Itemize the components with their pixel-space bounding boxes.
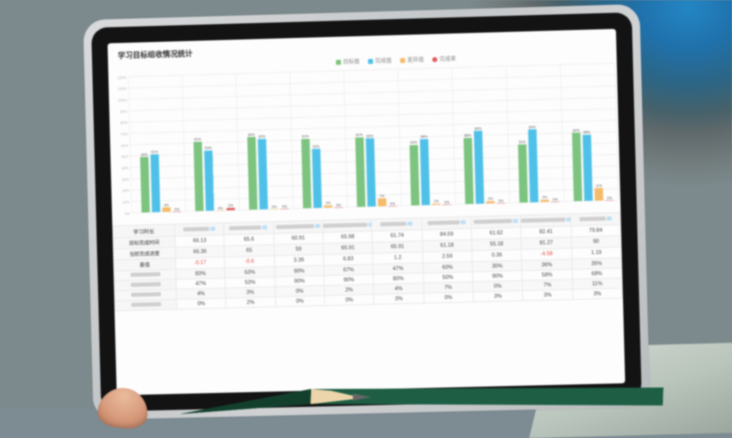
svg-text:2%: 2% <box>326 201 331 205</box>
svg-text:1%: 1% <box>434 199 439 203</box>
svg-text:62%: 62% <box>258 135 265 139</box>
svg-text:53%: 53% <box>205 146 212 150</box>
svg-text:58%: 58% <box>464 134 471 138</box>
svg-text:60%: 60% <box>573 128 580 132</box>
svg-text:0%: 0% <box>390 202 395 206</box>
svg-text:0%: 0% <box>444 200 449 204</box>
svg-text:0%: 0% <box>125 212 131 216</box>
svg-text:4%: 4% <box>164 203 169 207</box>
svg-text:52%: 52% <box>313 145 320 149</box>
svg-text:30%: 30% <box>122 178 130 182</box>
svg-text:0%: 0% <box>498 199 503 203</box>
svg-text:110%: 110% <box>118 87 128 91</box>
svg-text:53%: 53% <box>410 141 417 145</box>
svg-text:80%: 80% <box>120 121 128 125</box>
svg-text:40%: 40% <box>122 166 130 170</box>
svg-text:49%: 49% <box>141 153 148 157</box>
svg-text:0%: 0% <box>272 205 277 209</box>
svg-text:0%: 0% <box>553 197 558 201</box>
svg-text:51%: 51% <box>151 150 158 154</box>
svg-text:70%: 70% <box>121 132 129 136</box>
svg-text:50%: 50% <box>121 155 129 159</box>
svg-text:0%: 0% <box>174 207 179 211</box>
svg-text:60%: 60% <box>366 134 373 138</box>
svg-text:90%: 90% <box>120 110 128 114</box>
svg-text:0%: 0% <box>282 205 287 209</box>
svg-text:51%: 51% <box>519 140 526 144</box>
svg-text:0%: 0% <box>336 203 341 207</box>
svg-text:7%: 7% <box>379 194 384 198</box>
svg-text:64%: 64% <box>475 126 482 130</box>
svg-text:120%: 120% <box>117 76 127 80</box>
svg-text:64%: 64% <box>529 125 536 129</box>
svg-text:11%: 11% <box>595 184 602 188</box>
svg-text:64%: 64% <box>248 133 255 137</box>
svg-text:2%: 2% <box>488 197 493 201</box>
svg-text:60%: 60% <box>121 144 129 148</box>
svg-text:2%: 2% <box>228 204 233 208</box>
svg-text:58%: 58% <box>583 130 590 134</box>
svg-text:20%: 20% <box>122 189 130 193</box>
svg-text:10%: 10% <box>122 200 130 204</box>
svg-text:58%: 58% <box>421 135 428 139</box>
svg-text:2%: 2% <box>542 195 547 199</box>
svg-text:0%: 0% <box>218 206 223 210</box>
svg-text:61%: 61% <box>302 135 309 139</box>
svg-text:0%: 0% <box>607 196 612 200</box>
svg-text:100%: 100% <box>118 98 128 102</box>
svg-text:61%: 61% <box>356 133 363 137</box>
svg-text:61%: 61% <box>194 138 201 142</box>
